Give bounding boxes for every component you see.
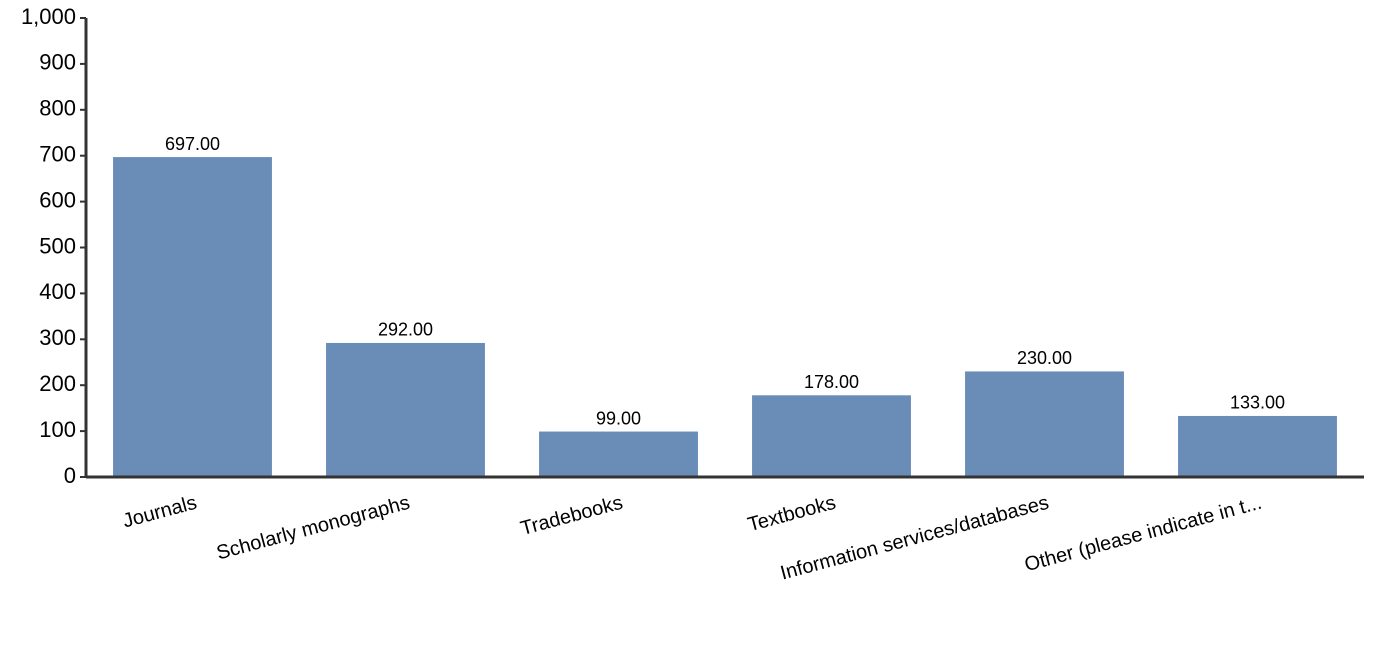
y-tick-label: 600 [39,187,76,212]
x-tick-label: Journals [120,492,199,533]
value-label: 99.00 [596,408,641,428]
y-tick-label: 0 [64,463,76,488]
bar [965,371,1124,477]
x-tick-label: Tradebooks [518,492,625,540]
y-tick-label: 800 [39,96,76,121]
y-tick-label: 900 [39,50,76,75]
bar [752,395,911,477]
bar [113,157,272,477]
x-tick-label: Other (please indicate in t... [1022,492,1264,577]
x-tick-label: Scholarly monographs [214,492,412,565]
bar [1178,415,1337,477]
y-tick-label: 700 [39,142,76,167]
value-label: 697.00 [165,134,220,154]
value-label: 230.00 [1017,348,1072,368]
y-tick-label: 200 [39,371,76,396]
y-tick-label: 1,000 [21,4,76,29]
value-label: 178.00 [804,372,859,392]
x-tick-label: Textbooks [745,492,838,537]
y-tick-label: 500 [39,233,76,258]
bar [326,342,485,477]
value-label: 133.00 [1230,393,1285,413]
bar [539,431,698,477]
value-label: 292.00 [378,320,433,340]
y-tick-label: 300 [39,325,76,350]
y-tick-label: 400 [39,279,76,304]
y-tick-label: 100 [39,417,76,442]
